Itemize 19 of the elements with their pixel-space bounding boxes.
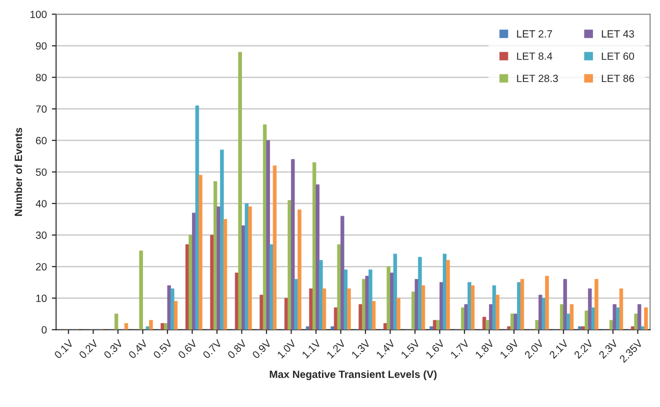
y-axis-title: Number of Events — [14, 128, 22, 216]
x-axis-title: Max Negative Transient Levels (V) — [270, 370, 437, 380]
y-tick-label: 0 — [42, 326, 47, 334]
legend-label: LET 43 — [602, 30, 634, 38]
y-tick-label: 80 — [36, 74, 47, 82]
y-tick-label: 40 — [36, 200, 47, 208]
y-tick-label: 10 — [36, 294, 47, 302]
y-tick-label: 90 — [36, 42, 47, 50]
legend-label: LET 60 — [602, 52, 634, 60]
y-tick-label: 20 — [36, 263, 47, 270]
legend-label: LET 8.4 — [517, 52, 552, 60]
y-tick-label: 30 — [36, 232, 47, 239]
y-tick-label: 50 — [36, 168, 47, 176]
legend-label: LET 86 — [602, 74, 634, 82]
legend-label: LET 2.7 — [517, 30, 552, 38]
y-tick-label: 60 — [36, 136, 47, 144]
y-tick-label: 100 — [30, 10, 47, 18]
legend-label: LET 28.3 — [517, 74, 558, 82]
y-tick-label: 70 — [36, 105, 47, 113]
